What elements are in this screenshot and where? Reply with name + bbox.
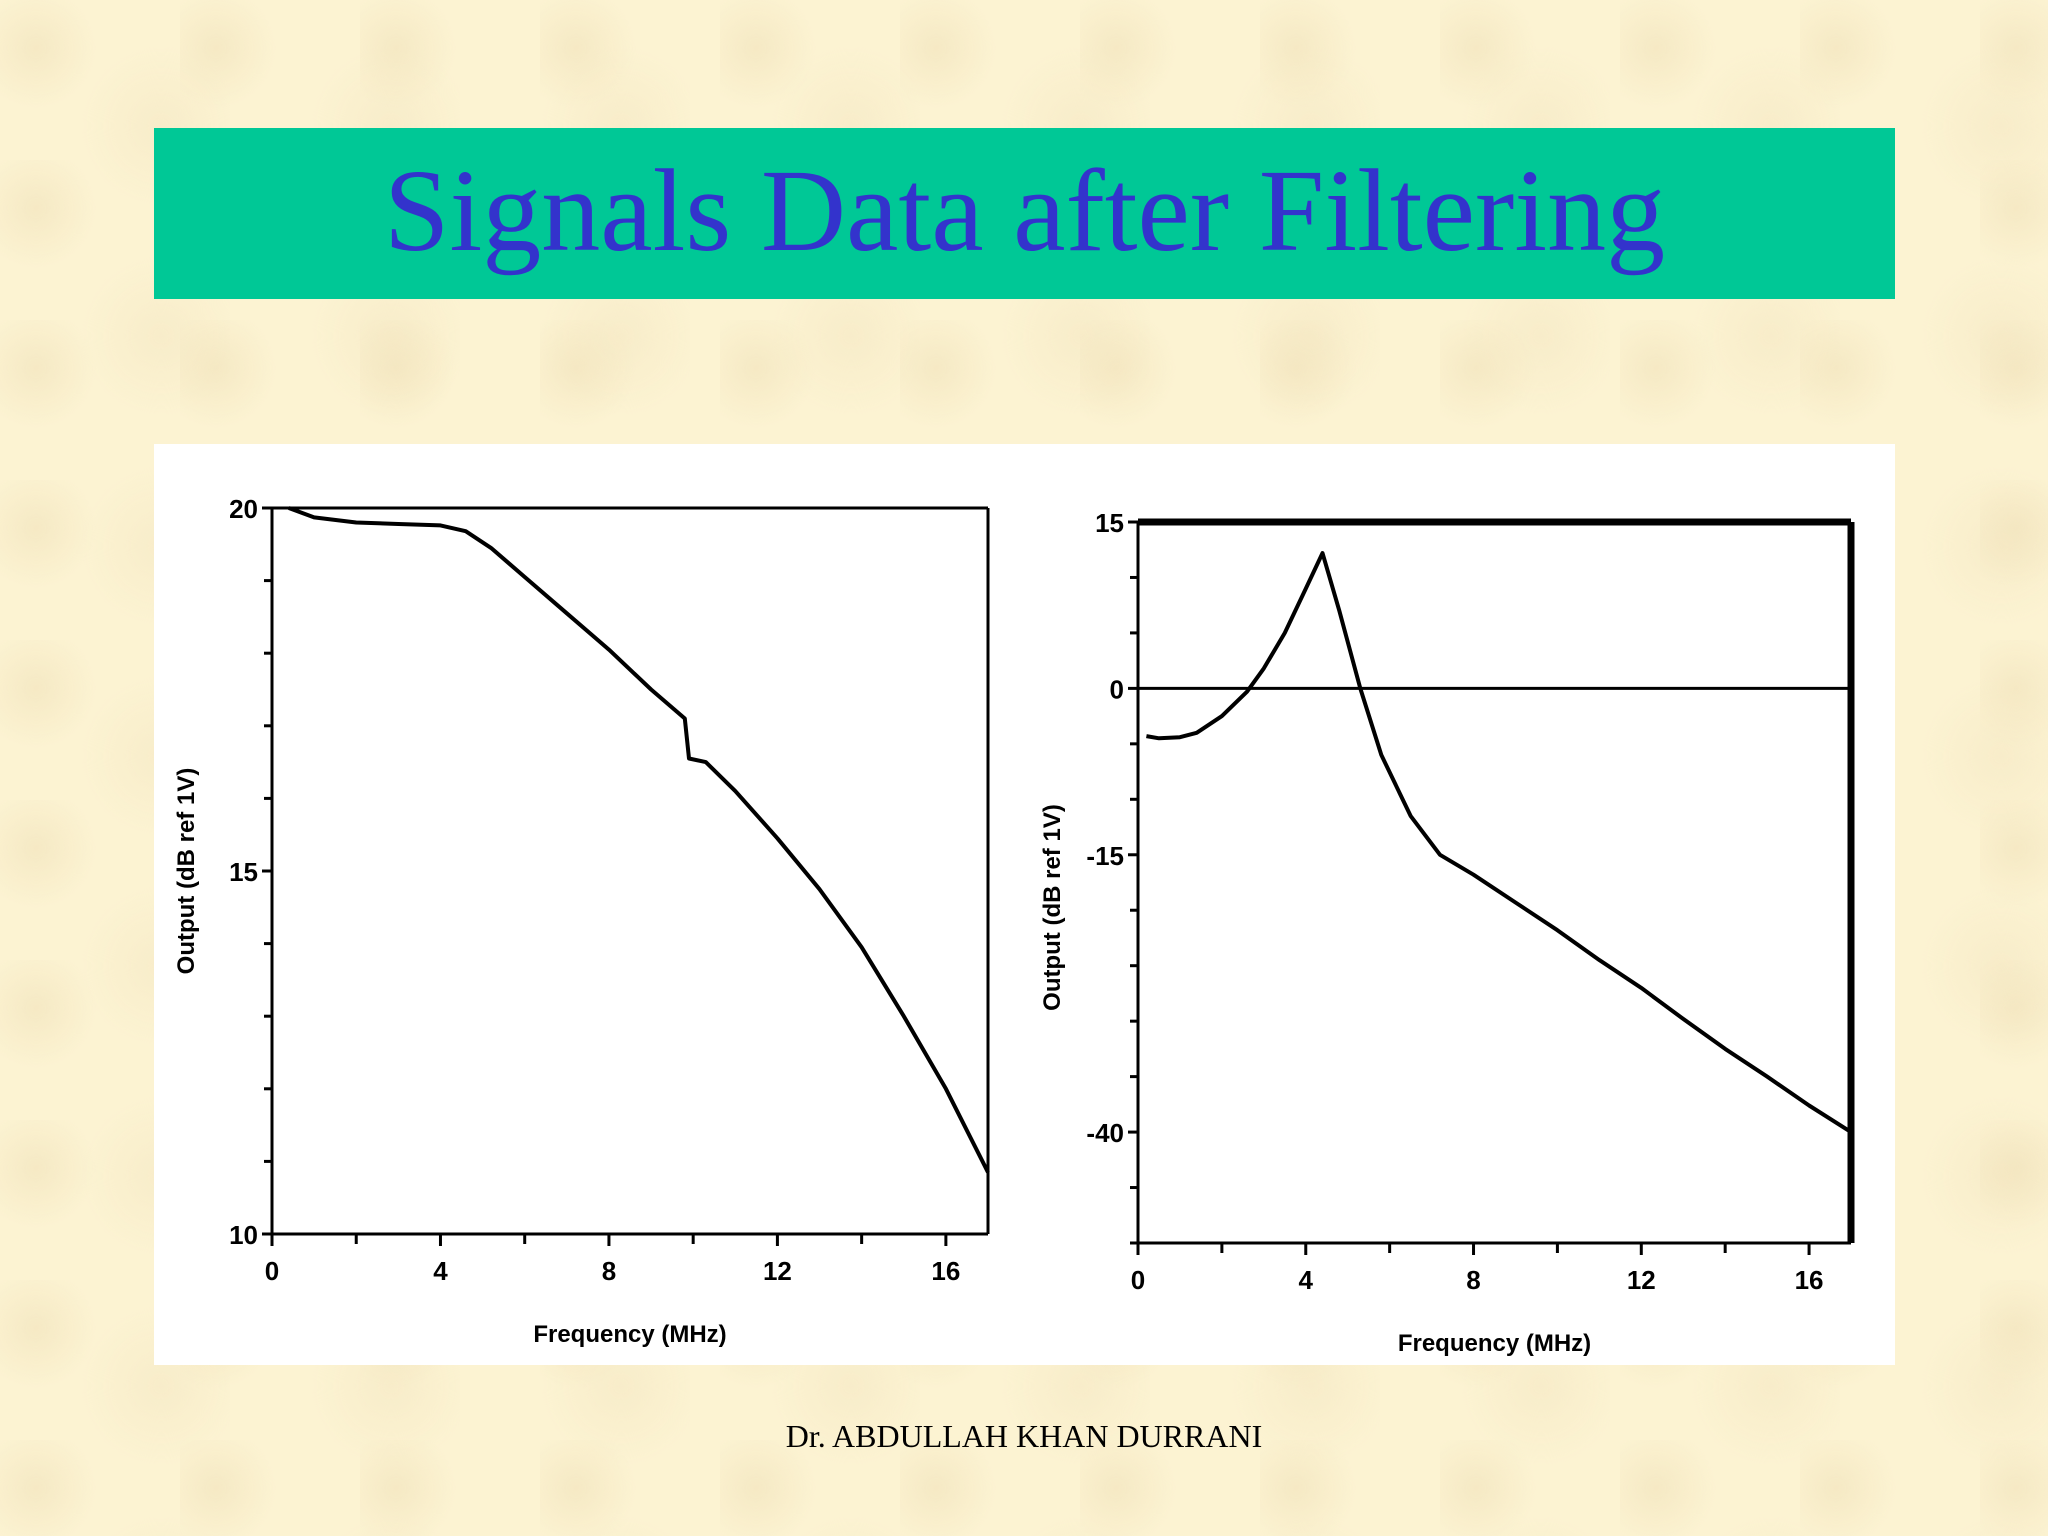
chart2-series-line: [1146, 551, 1853, 1134]
chart1-x-axis-label: Frequency (MHz): [533, 1321, 726, 1348]
chart2-x-tick-label: 4: [1299, 1265, 1314, 1295]
chart2-x-tick-label: 12: [1627, 1265, 1656, 1295]
chart1-y-tick-label: 20: [229, 494, 258, 524]
chart1-y-tick-label: 15: [229, 857, 258, 887]
chart1-x-tick-label: 8: [602, 1256, 616, 1286]
chart2-y-tick-label: 15: [1095, 508, 1124, 538]
chart1-x-tick-label: 12: [763, 1256, 792, 1286]
footer-author: Dr. ABDULLAH KHAN DURRANI: [785, 1418, 1263, 1454]
chart1-x-tick-label: 16: [931, 1256, 960, 1286]
chart2-x-tick-label: 16: [1795, 1265, 1824, 1295]
chart1-y-axis-label: Output (dB ref 1V): [173, 768, 200, 975]
charts-svg: 0 4 8 12 16 20 15 10 Frequency (MHz) Output (dB r…: [173, 494, 1855, 1357]
chart1-x-tick-label: 4: [433, 1256, 448, 1286]
chart2-y-tick-label: -40: [1086, 1118, 1124, 1148]
chart1-series-line: [288, 506, 990, 1174]
chart-panel: 0 4 8 12 16 20 15 10 Frequency (MHz) Output (dB r…: [154, 444, 1895, 1365]
chart1-y-tick-label: 10: [229, 1220, 258, 1250]
chart2-y-axis-label: Output (dB ref 1V): [1039, 804, 1066, 1011]
chart2-x-axis-label: Frequency (MHz): [1398, 1330, 1591, 1357]
title-bar: Signals Data after Filtering: [154, 128, 1895, 299]
chart2-x-tick-label: 0: [1131, 1265, 1145, 1295]
chart2-x-tick-label: 8: [1466, 1265, 1480, 1295]
chart1-x-tick-label: 0: [265, 1256, 279, 1286]
slide-title: Signals Data after Filtering: [383, 144, 1666, 276]
chart2-y-tick-label: 0: [1110, 674, 1124, 704]
chart2-y-tick-label: -15: [1086, 841, 1124, 871]
